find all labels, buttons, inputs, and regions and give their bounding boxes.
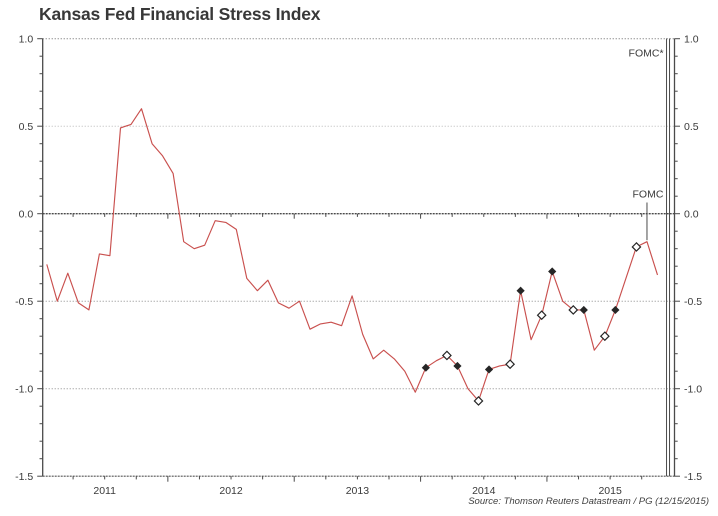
- fomc-marker-open: [599, 331, 610, 342]
- y-label-right-0.5: 0.5: [684, 121, 699, 133]
- y-label-left--0.5: -0.5: [15, 296, 33, 308]
- fomc-marker-open: [441, 350, 452, 361]
- y-label-right--1.0: -1.0: [684, 384, 702, 396]
- y-label-left-1.0: 1.0: [19, 34, 34, 46]
- stress-index-line: [46, 108, 659, 402]
- x-label-2015: 2015: [598, 485, 622, 497]
- fomc-marker-filled: [579, 305, 588, 315]
- y-label-left--1.5: -1.5: [15, 471, 33, 483]
- fomc-marker-open: [631, 242, 642, 252]
- fomc-upcoming-label: FOMC*: [629, 48, 664, 60]
- x-label-2013: 2013: [346, 485, 370, 497]
- chart-title: Kansas Fed Financial Stress Index: [39, 4, 321, 24]
- y-label-right-0.0: 0.0: [684, 209, 699, 221]
- fomc-marker-open: [568, 305, 579, 315]
- y-label-right-1.0: 1.0: [684, 34, 699, 46]
- x-label-2012: 2012: [219, 485, 243, 497]
- y-label-right--0.5: -0.5: [684, 296, 702, 308]
- fomc-marker-filled: [548, 267, 557, 276]
- fomc-marker-open: [473, 396, 484, 406]
- y-label-left--1.0: -1.0: [15, 384, 33, 396]
- fomc-marker-open: [505, 359, 516, 370]
- fomc-pointer-label: FOMC: [633, 189, 664, 201]
- fomc-marker-filled: [484, 365, 494, 374]
- y-label-left-0.5: 0.5: [19, 121, 34, 133]
- fomc-marker-filled: [453, 361, 462, 371]
- x-label-2011: 2011: [93, 485, 116, 497]
- fomc-marker-filled: [421, 363, 430, 372]
- y-label-right--1.5: -1.5: [684, 471, 702, 483]
- source-credit: Source: Thomson Reuters Datastream / PG …: [468, 496, 709, 507]
- fomc-marker-open: [536, 310, 547, 321]
- fomc-marker-filled: [611, 305, 620, 315]
- x-label-2014: 2014: [472, 485, 496, 497]
- fomc-marker-filled: [516, 286, 525, 295]
- y-label-left-0.0: 0.0: [19, 209, 34, 221]
